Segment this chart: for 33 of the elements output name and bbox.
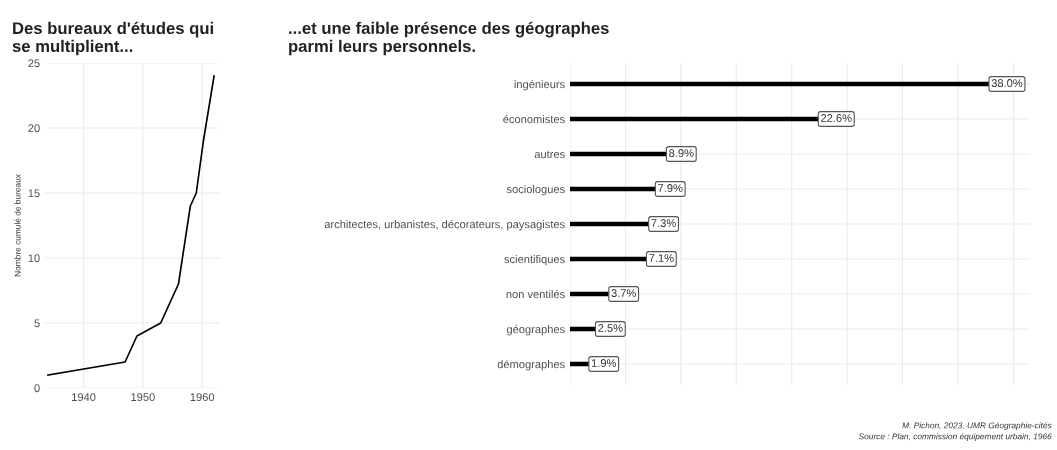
y-tick-label: architectes, urbanistes, décorateurs, paysagistes: [324, 219, 565, 231]
y-tick-label: scientifiques: [504, 254, 565, 266]
y-tick-label: 15: [28, 189, 40, 198]
y-tick-label: démographes: [497, 359, 565, 371]
text: M. Pichon, 2023, UMR Géographie-cités: [902, 422, 1052, 430]
data-label: 2.5%: [598, 324, 623, 332]
data-label: 3.7%: [611, 289, 636, 297]
y-tick-label: 25: [28, 59, 40, 68]
x-tick-label: 1950: [131, 393, 155, 402]
y-tick-label: sociologues: [506, 184, 565, 196]
chart-title: Des bureaux d'études qui se multiplient...: [12, 21, 213, 56]
line-series: [47, 75, 215, 376]
data-label: 38.0%: [991, 79, 1023, 87]
y-tick-label: économistes: [503, 114, 565, 124]
data-label: 8.9%: [669, 149, 694, 157]
x-tick-label: 1940: [72, 393, 96, 402]
y-tick-label: 20: [28, 124, 40, 133]
data-label: 7.9%: [658, 184, 683, 192]
data-label: 7.3%: [651, 219, 676, 227]
y-tick-label: ingénieurs: [514, 79, 565, 91]
source-note: Source : Plan, commission équipement urbain, 1966: [858, 433, 1052, 441]
chart-title: ...et une faible présence des géographes parmi leurs personnels.: [289, 21, 609, 56]
y-tick-label: non ventilés: [506, 289, 565, 299]
y-tick-label: 0: [34, 384, 40, 393]
y-tick-label: autres: [534, 150, 565, 159]
data-label: 1.9%: [591, 359, 616, 367]
x-tick-label: 1960: [190, 393, 215, 402]
y-axis-title: Nombre cumulé de bureaux: [14, 174, 21, 277]
y-tick-label: 5: [34, 319, 40, 328]
y-tick-label: 10: [28, 254, 40, 263]
data-label: 7.1%: [649, 254, 674, 262]
y-tick-label: géographes: [506, 324, 565, 336]
data-label: 22.6%: [821, 114, 852, 122]
